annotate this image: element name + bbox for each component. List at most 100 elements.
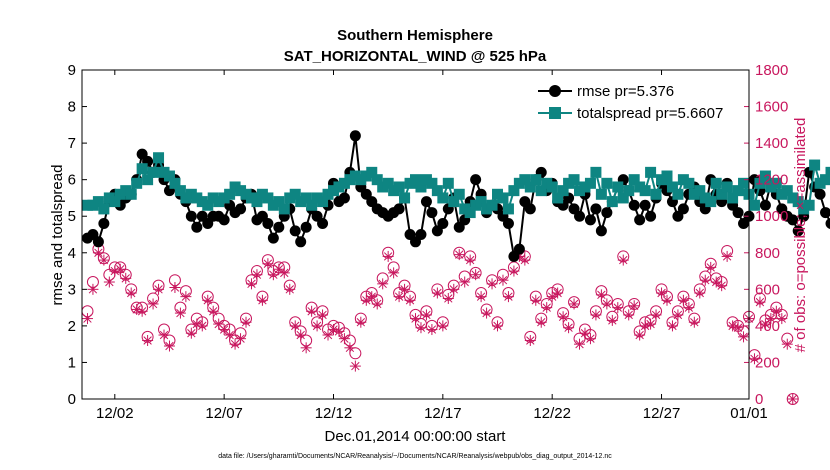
totalspread-point xyxy=(584,177,596,189)
obs-possible-point xyxy=(152,279,165,292)
obs-assimilated-stroke xyxy=(252,270,262,279)
totalspread-point xyxy=(224,188,236,200)
obs-possible-point xyxy=(496,268,509,281)
totalspread-point xyxy=(809,159,821,171)
obs-possible-point xyxy=(475,286,488,299)
obs-possible-point xyxy=(688,312,701,325)
rmse-point xyxy=(426,207,438,219)
obs-assimilated-stroke xyxy=(187,328,196,338)
totalspread-point xyxy=(410,174,421,186)
chart-subtitle: SAT_HORIZONTAL_WIND @ 525 hPa xyxy=(284,48,547,65)
obs-assimilated-stroke xyxy=(127,288,136,298)
obs-assimilated-stroke xyxy=(422,310,431,320)
obs-assimilated-stroke xyxy=(438,321,448,331)
totalspread-point xyxy=(519,174,531,186)
obs-assimilated-stroke xyxy=(777,314,787,323)
plot-frame xyxy=(81,69,750,400)
obs-possible-point xyxy=(283,279,296,292)
obs-assimilated-stroke xyxy=(591,310,601,320)
rmse-point xyxy=(814,188,826,200)
obs-assimilated-stroke xyxy=(373,299,382,309)
rmse-point xyxy=(267,232,279,244)
obs-assimilated-stroke xyxy=(662,296,672,305)
totalspread-point xyxy=(453,188,465,200)
rmse-point xyxy=(295,236,307,248)
legend: rmse pr=5.376 totalspread pr=5.6607 xyxy=(532,78,740,126)
y-tick-label-left: 4 xyxy=(68,245,76,262)
x-tick-label: 01/01 xyxy=(730,405,768,422)
obs-possible-point xyxy=(141,330,154,343)
obs-possible-point xyxy=(775,308,788,321)
y-tick-label-right: 400 xyxy=(755,318,780,335)
obs-assimilated-stroke xyxy=(619,255,628,265)
totalspread-point xyxy=(169,177,181,189)
obs-assimilated-stroke xyxy=(558,312,568,321)
obs-possible-point xyxy=(568,296,581,309)
obs-possible-point xyxy=(147,292,160,305)
obs-assimilated-point xyxy=(349,360,361,372)
obs-assimilated-stroke xyxy=(487,279,497,289)
obs-assimilated-stroke xyxy=(706,263,715,272)
legend-marker-rmse xyxy=(549,85,561,97)
obs-assimilated-stroke xyxy=(613,303,622,312)
obs-possible-point xyxy=(781,332,794,345)
totalspread-point xyxy=(289,188,301,200)
rmse-point xyxy=(262,218,274,230)
rmse-point xyxy=(513,243,525,255)
obs-possible-point xyxy=(311,316,324,329)
totalspread-point xyxy=(738,177,750,189)
obs-assimilated-stroke xyxy=(137,307,147,316)
obs-assimilated-stroke xyxy=(657,288,666,298)
rmse-point xyxy=(574,210,586,222)
obs-assimilated-stroke xyxy=(416,323,426,332)
y-tick-label-right: 200 xyxy=(755,354,780,371)
totalspread-point xyxy=(382,177,394,189)
totalspread-point xyxy=(109,196,121,208)
y-axis-label-right: # of obs: o=possible; ×=assimilated xyxy=(792,118,809,353)
totalspread-point xyxy=(262,192,274,204)
obs-assimilated-stroke xyxy=(247,279,256,289)
rmse-point xyxy=(787,214,799,226)
obs-possible-point xyxy=(458,270,471,283)
obs-possible-point xyxy=(272,261,285,274)
rmse-point xyxy=(820,207,830,219)
obs-assimilated-point xyxy=(251,269,263,281)
totalspread-point xyxy=(792,196,804,208)
obs-assimilated-stroke xyxy=(411,314,420,323)
obs-possible-point xyxy=(168,274,181,287)
obs-possible-point xyxy=(108,261,121,274)
obs-possible-point xyxy=(453,246,466,259)
obs-assimilated-stroke xyxy=(312,321,322,331)
totalspread-point xyxy=(497,192,509,204)
obs-assimilated-stroke xyxy=(624,310,633,320)
obs-possible-point xyxy=(436,316,449,329)
y-tick-label-right: 0 xyxy=(755,391,763,408)
obs-possible-point xyxy=(398,279,411,292)
totalspread-point xyxy=(552,192,564,204)
obs-assimilated-point xyxy=(125,287,137,299)
totalspread-point xyxy=(125,188,137,200)
y-tick-label-right: 600 xyxy=(755,281,780,298)
obs-possible-point xyxy=(584,329,597,342)
totalspread-point xyxy=(524,181,536,193)
y-tick-label-left: 2 xyxy=(68,318,76,335)
rmse-point xyxy=(825,218,830,229)
obs-assimilated-stroke xyxy=(564,323,573,332)
obs-assimilated-stroke xyxy=(684,303,694,312)
x-tick-label: 12/27 xyxy=(643,405,681,422)
obs-possible-point xyxy=(245,274,258,287)
obs-possible-point xyxy=(256,290,269,303)
obs-possible-point xyxy=(633,325,646,338)
totalspread-point xyxy=(475,196,487,208)
y-tick-label-left: 8 xyxy=(68,99,76,116)
obs-possible-point xyxy=(119,268,132,281)
x-axis-label: Dec.01,2014 00:00:00 start xyxy=(325,428,507,445)
obs-assimilated-stroke xyxy=(465,255,475,265)
obs-assimilated-point xyxy=(355,316,367,328)
totalspread-point xyxy=(437,192,449,204)
rmse-point xyxy=(759,199,771,211)
rmse-point xyxy=(300,221,312,233)
obs-assimilated-stroke xyxy=(504,292,513,301)
rmse-point xyxy=(420,196,432,208)
